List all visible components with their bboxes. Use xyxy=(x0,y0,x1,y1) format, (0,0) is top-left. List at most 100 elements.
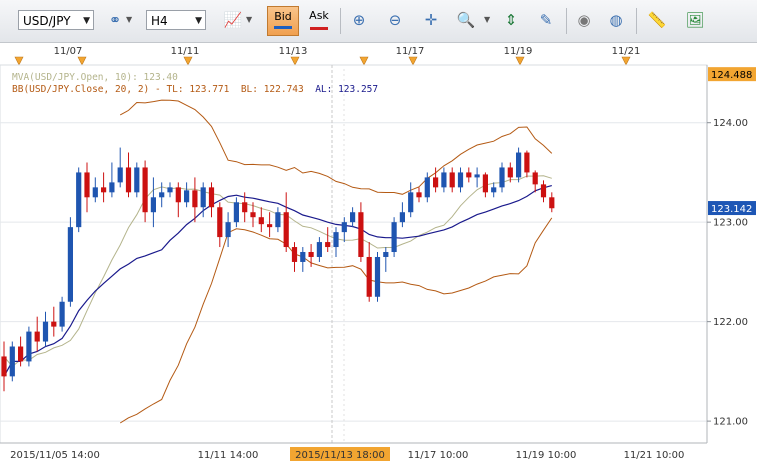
candle-body xyxy=(408,192,414,213)
picture-icon[interactable]: 🖼 xyxy=(685,11,705,29)
candle-body xyxy=(150,197,156,213)
time-axis-label: 11/19 10:00 xyxy=(516,450,577,461)
candle xyxy=(383,247,389,272)
bb-legend-prefix: BB(USD/JPY.Close, 20, 2) - xyxy=(12,84,161,95)
candle-body xyxy=(532,172,538,185)
candle xyxy=(67,217,73,307)
candle xyxy=(18,336,24,367)
candle-body xyxy=(499,167,505,188)
globe-icon[interactable]: ◍ xyxy=(609,11,623,29)
top-date-label: 11/07 xyxy=(54,46,83,57)
candle-body xyxy=(242,202,248,213)
price-flag xyxy=(708,201,756,216)
candle-body xyxy=(516,152,522,178)
timeframe-value: H4 xyxy=(151,14,168,28)
candle-body xyxy=(184,190,190,203)
text-edit-icon[interactable]: ✎ xyxy=(539,11,553,29)
time-axis-label: 11/21 10:00 xyxy=(624,450,685,461)
bb-average-line xyxy=(3,185,552,377)
candle-body xyxy=(300,252,306,262)
candle-body xyxy=(482,174,488,193)
candle-body xyxy=(125,167,132,193)
ruler-icon[interactable]: 📏 xyxy=(647,11,667,29)
candle-body xyxy=(167,187,173,193)
chevron-down-icon: ▼ xyxy=(83,16,90,26)
candle xyxy=(250,202,256,228)
symbol-select[interactable]: USD/JPY ▼ xyxy=(18,10,94,30)
candle-body xyxy=(474,174,480,178)
toolbar: USD/JPY ▼ ⚭ ▼ H4 ▼ 📈 ▼ Bid Ask ⊕ ⊖ ✛ 🔍 ▼… xyxy=(0,0,757,43)
candle xyxy=(391,217,397,257)
candle-body xyxy=(192,190,198,208)
candle-body xyxy=(350,212,356,223)
crosshair-icon[interactable]: ✛ xyxy=(424,11,438,29)
candle xyxy=(9,341,15,382)
candle-body xyxy=(9,346,15,377)
chevron-down-icon: ▼ xyxy=(484,15,491,24)
candle xyxy=(316,237,322,262)
line-chart-icon[interactable]: 📈 xyxy=(223,11,243,29)
candle xyxy=(1,341,7,392)
price-chart[interactable]: 11/07 11/11 11/13 11/17 11/19 11/21 121.00 122… xyxy=(0,43,757,473)
candle xyxy=(125,152,132,198)
candle-body xyxy=(441,172,447,188)
bid-indicator xyxy=(274,26,292,29)
zoom-icon[interactable]: 🔍 xyxy=(456,11,476,29)
ask-button[interactable]: Ask xyxy=(304,6,334,36)
candle xyxy=(84,162,90,213)
candle xyxy=(358,202,364,262)
candle xyxy=(42,311,49,347)
candle xyxy=(399,202,405,228)
candle-body xyxy=(51,321,57,327)
candle xyxy=(200,182,206,218)
chevron-down-icon: ▼ xyxy=(126,15,133,24)
event-marker-icon xyxy=(515,56,525,66)
close-order-icon[interactable]: ⊖ xyxy=(388,11,402,29)
candle xyxy=(267,212,273,238)
toolbar-separator xyxy=(636,8,637,34)
price-flag-label: 124.488 xyxy=(711,70,752,81)
time-axis-label: 11/11 14:00 xyxy=(198,450,259,461)
candle xyxy=(233,197,239,228)
candle-body xyxy=(1,356,7,377)
candle xyxy=(225,212,231,248)
candle-body xyxy=(217,207,223,238)
candle-body xyxy=(134,167,140,193)
time-axis-label: 2015/11/05 14:00 xyxy=(10,450,100,461)
candle xyxy=(258,207,264,233)
candle-body xyxy=(109,182,115,193)
bid-button[interactable]: Bid xyxy=(267,6,299,36)
candle-body xyxy=(416,192,422,198)
symbol-value: USD/JPY xyxy=(23,14,71,28)
candle-body xyxy=(258,217,264,225)
candle-body xyxy=(308,252,314,257)
bb-lower-line xyxy=(119,217,553,424)
link-icon[interactable]: ⚭ xyxy=(108,11,122,29)
candle-body xyxy=(491,187,497,193)
candle xyxy=(150,177,156,228)
candle xyxy=(26,326,32,367)
candle xyxy=(408,182,414,218)
new-order-icon[interactable]: ⊕ xyxy=(352,11,366,29)
candle-body xyxy=(34,331,40,342)
indicator-icon[interactable]: ⇕ xyxy=(504,11,518,29)
price-axis-background xyxy=(707,65,757,443)
event-marker-icon xyxy=(183,56,193,66)
timeframe-select[interactable]: H4 ▼ xyxy=(146,10,206,30)
ask-label: Ask xyxy=(309,9,329,22)
candle xyxy=(34,316,40,352)
mva-legend: MVA(USD/JPY.Open, 10): 123.40 xyxy=(12,72,178,83)
candle-body xyxy=(333,232,339,248)
candle xyxy=(491,182,497,198)
candle xyxy=(325,227,331,253)
eye-icon[interactable]: ◉ xyxy=(577,11,591,29)
candle-body xyxy=(283,212,289,248)
toolbar-separator xyxy=(340,8,341,34)
candle-body xyxy=(457,172,464,188)
candle-body xyxy=(316,242,322,257)
candle-body xyxy=(92,187,98,198)
time-axis-label: 2015/11/13 18:00 xyxy=(295,450,385,461)
candle xyxy=(424,172,430,203)
bb-legend-tl: TL: 123.771 xyxy=(166,84,230,95)
top-date-label: 11/19 xyxy=(504,46,533,57)
